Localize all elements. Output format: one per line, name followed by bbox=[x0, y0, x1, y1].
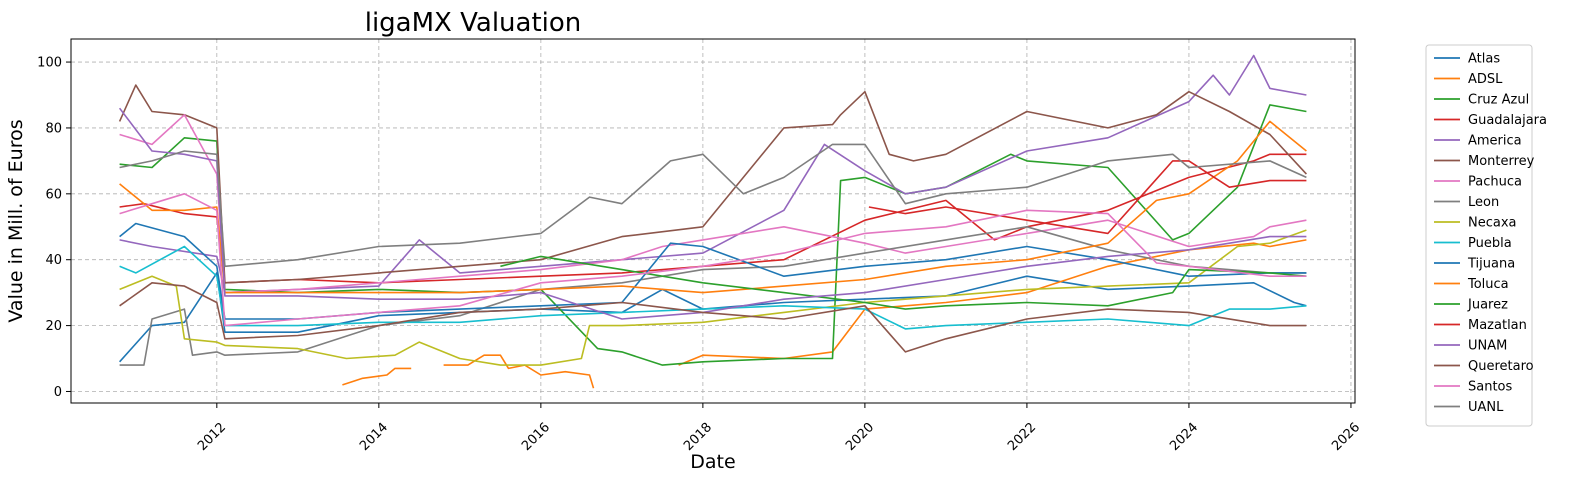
series-line-juarez bbox=[500, 255, 1307, 310]
legend-label: Pachuca bbox=[1468, 175, 1522, 190]
series-line-america bbox=[119, 54, 1307, 294]
y-tick-label: 80 bbox=[45, 121, 62, 136]
legend-label: Tijuana bbox=[1467, 257, 1515, 272]
legend-label: Atlas bbox=[1468, 52, 1500, 67]
series-line-uanl bbox=[119, 143, 1307, 268]
legend-label: UNAM bbox=[1468, 339, 1507, 354]
y-tick-label: 40 bbox=[45, 253, 62, 268]
series-line-toluca bbox=[119, 120, 1307, 294]
x-axis-label: Date bbox=[690, 451, 735, 473]
series-lines bbox=[118, 54, 1307, 389]
legend-label: UANL bbox=[1468, 400, 1504, 415]
series-line-queretaro bbox=[119, 282, 1307, 353]
legend-label: Guadalajara bbox=[1468, 113, 1547, 128]
x-tick-label: 2012 bbox=[195, 420, 229, 454]
legend-label: Leon bbox=[1468, 195, 1499, 210]
series-line-puebla bbox=[119, 245, 1307, 330]
grid bbox=[71, 39, 1355, 403]
series-line-necaxa bbox=[119, 229, 1307, 366]
legend-label: Puebla bbox=[1468, 236, 1512, 251]
legend-label: Toluca bbox=[1467, 277, 1509, 292]
series-line-cruz-azul bbox=[119, 104, 1307, 366]
y-axis-label: Value in Mill. of Euros bbox=[5, 119, 27, 322]
y-tick-label: 0 bbox=[54, 385, 62, 400]
legend-label: Monterrey bbox=[1468, 154, 1535, 169]
chart-title: ligaMX Valuation bbox=[365, 8, 582, 38]
series-line-mazatlan bbox=[868, 160, 1307, 235]
x-tick-label: 2018 bbox=[681, 420, 715, 454]
x-tick-label: 2016 bbox=[519, 420, 553, 454]
legend-label: Mazatlan bbox=[1468, 318, 1527, 333]
legend-label: Juarez bbox=[1467, 298, 1508, 313]
legend-label: Santos bbox=[1468, 380, 1513, 395]
x-tick-label: 2014 bbox=[357, 420, 391, 454]
series-line-monterrey bbox=[118, 84, 1307, 284]
x-tick-label: 2020 bbox=[843, 420, 877, 454]
legend-label: Necaxa bbox=[1468, 216, 1517, 231]
x-tick-label: 2026 bbox=[1329, 420, 1363, 454]
legend-label: Queretaro bbox=[1468, 359, 1534, 374]
x-tick-label: 2024 bbox=[1167, 420, 1201, 454]
legend-label: ADSL bbox=[1468, 72, 1503, 87]
legend: Atlas ADSL Cruz Azul Guadalajara America Mont… bbox=[1425, 44, 1547, 427]
y-tick-label: 100 bbox=[37, 56, 62, 71]
legend-label: Cruz Azul bbox=[1468, 93, 1529, 108]
axis-ticks: 2012 2014 2016 2018 2020 2022 2024 2026 0 20 40 60 8… bbox=[37, 56, 1363, 454]
x-tick-label: 2022 bbox=[1005, 420, 1039, 454]
series-line-santos bbox=[119, 193, 1307, 327]
y-tick-label: 60 bbox=[45, 187, 62, 202]
plot-frame bbox=[70, 38, 1356, 404]
series-line-adsl bbox=[342, 239, 1307, 389]
legend-label: America bbox=[1468, 134, 1522, 149]
y-tick-label: 20 bbox=[45, 319, 62, 334]
